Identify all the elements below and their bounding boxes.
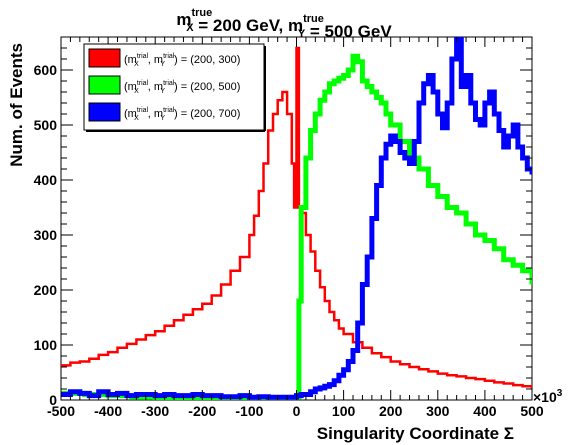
legend-swatch-2 — [88, 75, 121, 95]
y-tick-label: 600 — [34, 62, 58, 78]
y-tick-label: 500 — [34, 117, 58, 133]
x-tick-label: -400 — [94, 403, 122, 419]
legend-label-3: (mtrial X, mtrial Y) = (200, 700) — [124, 107, 240, 122]
y-tick-label: 200 — [34, 282, 58, 298]
chart-title: mtrue X = 200 GeV, mtrue Y = 500 GeV — [176, 7, 392, 41]
legend-label-2: (mtrial X, mtrial Y) = (200, 500) — [124, 80, 240, 95]
y-tick-label: 400 — [34, 172, 58, 188]
y-tick-label: 300 — [34, 227, 58, 243]
x-tick-label: 500 — [520, 403, 544, 419]
title-text: mtrue X = 200 GeV, mtrue Y = 500 GeV — [176, 7, 392, 41]
x-tick-label: 400 — [473, 403, 497, 419]
x-tick-label: 0 — [293, 403, 301, 419]
y-axis-title: Num. of Events — [7, 43, 26, 167]
x-multiplier-label: ×103 — [533, 388, 563, 405]
legend-swatch-1 — [88, 48, 121, 68]
x-tick-label: -100 — [235, 403, 263, 419]
series-group — [61, 37, 532, 400]
legend-label-1: (mtrial X, mtrial Y) = (200, 300) — [124, 53, 240, 68]
legend-swatch-3 — [88, 102, 121, 122]
y-tick-label: 0 — [49, 392, 57, 408]
x-tick-label: -200 — [188, 403, 216, 419]
series-line-3 — [61, 37, 532, 400]
legend: (mtrial X, mtrial Y) = (200, 300) (mtrial X,… — [83, 43, 266, 132]
x-tick-label: 100 — [332, 403, 356, 419]
x-tick-label: 200 — [379, 403, 403, 419]
x-tick-label: -500 — [47, 403, 75, 419]
y-tick-label: 100 — [34, 337, 58, 353]
x-tick-label: -300 — [141, 403, 169, 419]
x-axis-title: Singularity Coordinate Σ — [317, 424, 514, 443]
x-tick-label: 300 — [426, 403, 450, 419]
series-line-1 — [61, 46, 532, 389]
